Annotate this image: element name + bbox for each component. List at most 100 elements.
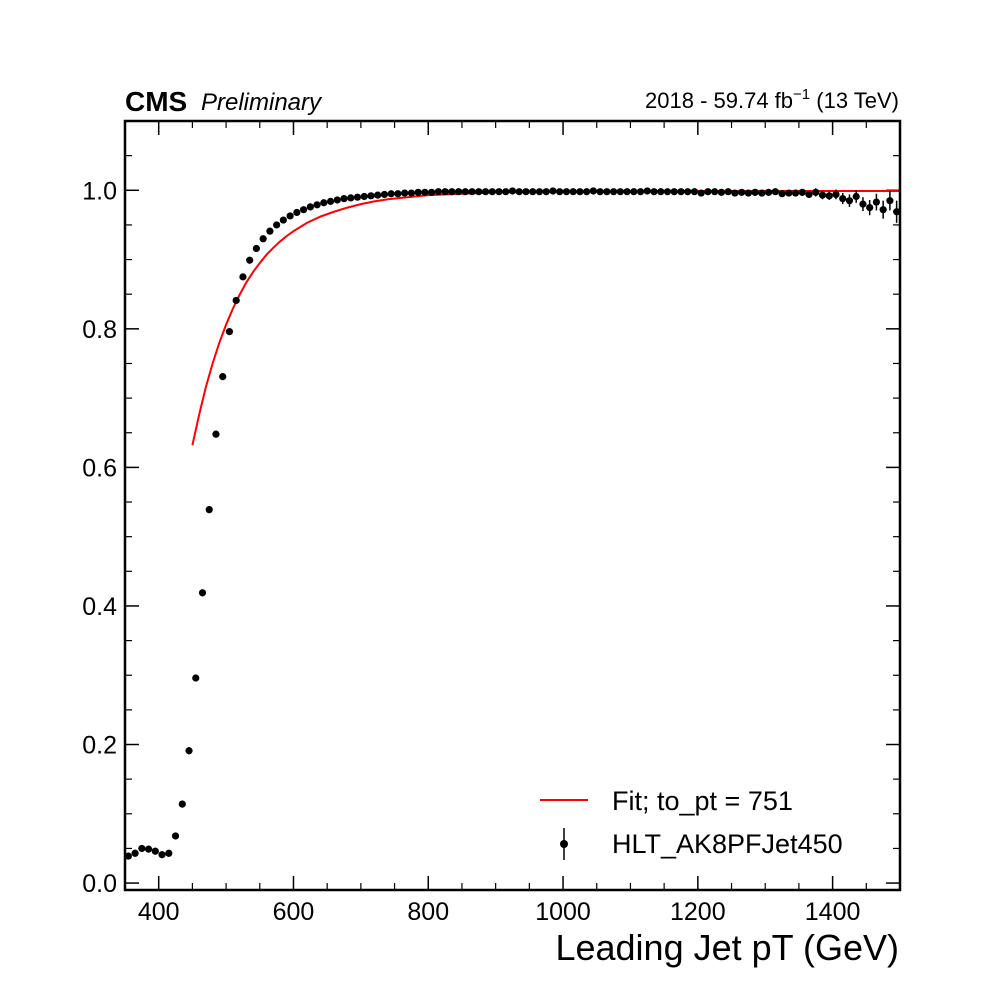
plot-area xyxy=(125,187,900,860)
data-point xyxy=(529,188,537,196)
data-point xyxy=(508,187,517,195)
data-point xyxy=(380,190,389,199)
data-point xyxy=(401,189,409,197)
data-point xyxy=(866,203,874,212)
data-point xyxy=(259,235,267,243)
data-point xyxy=(225,328,234,336)
data-point xyxy=(286,212,294,220)
data-point xyxy=(805,190,813,199)
y-tick-label: 0.0 xyxy=(82,870,117,898)
y-tick-label: 0.6 xyxy=(82,454,117,482)
data-point xyxy=(556,188,564,196)
data-point xyxy=(886,197,894,205)
data-point xyxy=(717,188,726,196)
data-point xyxy=(791,189,800,197)
luminosity-suffix: (13 TeV) xyxy=(810,88,899,113)
data-point xyxy=(394,190,402,198)
data-point xyxy=(387,190,395,198)
data-point xyxy=(293,208,301,217)
data-point xyxy=(893,208,900,216)
luminosity-prefix: 2018 - 59.74 fb xyxy=(645,88,793,113)
data-point xyxy=(158,851,166,859)
data-point xyxy=(569,188,577,196)
data-point xyxy=(306,203,314,211)
data-point xyxy=(764,188,773,196)
data-point xyxy=(758,189,766,197)
data-point xyxy=(192,674,200,682)
data-point xyxy=(273,221,281,229)
x-tick-label: 1000 xyxy=(535,898,591,926)
data-point xyxy=(360,192,368,201)
data-point xyxy=(724,188,732,196)
data-point xyxy=(825,192,833,200)
data-point xyxy=(636,188,645,196)
luminosity-exponent: −1 xyxy=(793,86,810,103)
y-tick-label: 0.4 xyxy=(82,593,117,621)
data-point xyxy=(414,188,422,196)
data-point xyxy=(771,188,779,196)
data-point xyxy=(165,849,173,857)
x-tick-label: 800 xyxy=(407,898,449,926)
data-point xyxy=(879,206,887,214)
data-point xyxy=(535,188,544,196)
data-point xyxy=(630,188,638,196)
data-point xyxy=(603,188,611,196)
data-point xyxy=(785,189,793,197)
data-point xyxy=(313,201,321,209)
data-point xyxy=(542,188,550,196)
data-point xyxy=(549,187,557,195)
data-point xyxy=(495,188,503,196)
data-point xyxy=(178,800,186,808)
data-point xyxy=(812,188,820,196)
legend-fit-label: Fit; to_pt = 751 xyxy=(612,786,793,816)
legend-data-swatch xyxy=(560,840,568,848)
data-point xyxy=(374,191,382,199)
data-point xyxy=(690,188,699,196)
data-point xyxy=(239,273,247,281)
data-point xyxy=(434,188,442,196)
data-point xyxy=(252,244,261,253)
data-point xyxy=(353,193,362,201)
data-point xyxy=(643,187,651,195)
data-point xyxy=(677,188,685,196)
data-point xyxy=(232,296,240,305)
points-layer xyxy=(125,187,900,860)
data-point xyxy=(131,849,139,857)
data-point xyxy=(279,216,287,224)
data-point xyxy=(448,188,456,196)
data-point xyxy=(407,189,416,197)
x-tick-label: 1200 xyxy=(670,898,726,926)
data-point xyxy=(522,188,530,196)
data-point xyxy=(475,188,483,196)
data-point xyxy=(333,196,341,204)
data-point xyxy=(340,194,348,203)
data-point xyxy=(576,188,584,196)
data-point xyxy=(299,206,308,214)
data-point xyxy=(461,188,469,196)
data-point xyxy=(663,188,672,196)
data-point xyxy=(731,189,739,197)
data-point xyxy=(320,199,328,207)
data-point xyxy=(852,192,860,201)
data-point xyxy=(151,847,159,855)
legend-data-label: HLT_AK8PFJet450 xyxy=(612,829,843,859)
fit-curve xyxy=(191,189,900,446)
data-point xyxy=(839,194,847,203)
fit-layer xyxy=(191,189,900,446)
x-axis-title: Leading Jet pT (GeV) xyxy=(555,927,899,968)
data-point xyxy=(367,192,375,200)
data-point xyxy=(650,188,658,196)
data-point xyxy=(589,187,597,195)
x-tick-label: 600 xyxy=(273,898,315,926)
data-point xyxy=(798,188,806,196)
data-point xyxy=(596,188,604,196)
x-tick-label: 400 xyxy=(138,898,180,926)
luminosity-label: 2018 - 59.74 fb−1 (13 TeV) xyxy=(645,86,899,113)
data-point xyxy=(219,373,227,381)
data-point xyxy=(562,188,571,196)
data-point xyxy=(704,188,712,196)
data-point xyxy=(428,188,436,196)
data-point xyxy=(138,844,146,853)
data-point xyxy=(481,188,490,196)
